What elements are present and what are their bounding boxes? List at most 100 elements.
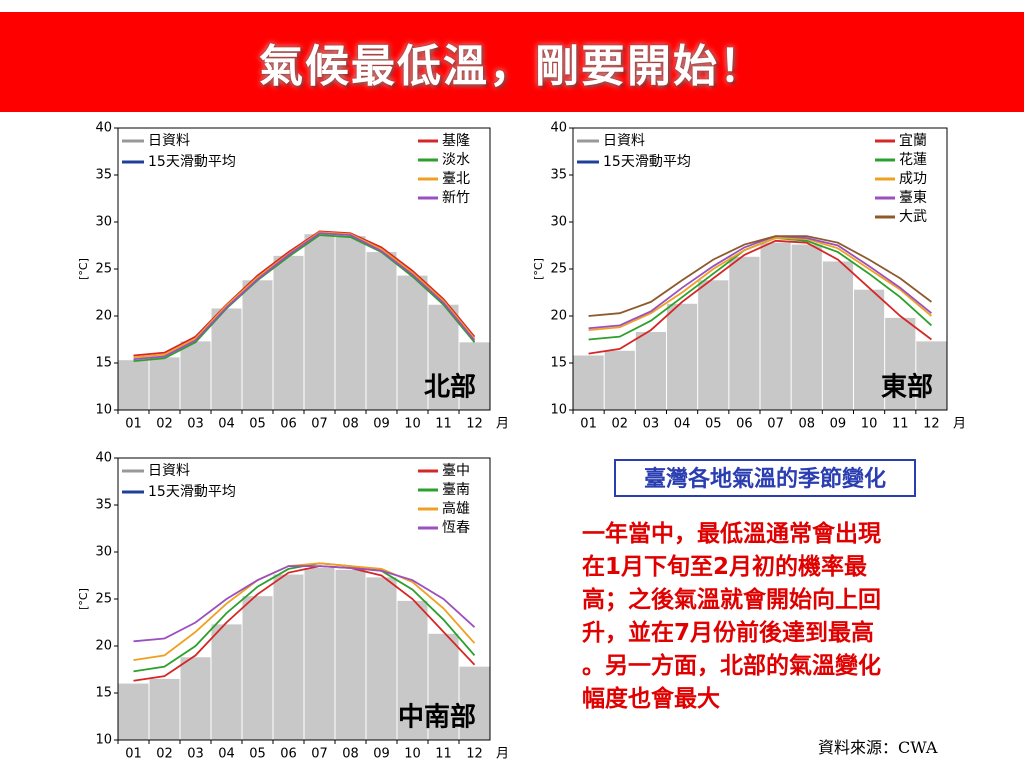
legend-label: 日資料 [148,463,190,479]
x-tick-label: 12 [923,417,940,432]
plot-area [118,128,490,410]
y-tick-label: 10 [550,403,567,418]
x-tick-label: 09 [373,417,390,432]
x-tick-label: 04 [674,417,691,432]
note-line: 升，並在7月份前後達到最高 [582,620,875,646]
daily-bar [149,357,180,410]
y-tick-label: 30 [95,545,112,560]
x-tick-label: 11 [435,747,452,762]
daily-bar [118,683,149,740]
daily-bar [459,342,490,410]
y-tick-label: 15 [95,686,112,701]
series-line [133,565,476,682]
x-tick-label: 11 [892,417,909,432]
x-tick-label: 02 [156,417,173,432]
note-line: 一年當中，最低溫通常會出現 [582,521,881,547]
y-axis-label: [°C] [77,258,90,280]
x-tick-label: 03 [187,417,204,432]
x-tick-label: 07 [767,417,784,432]
note-line: 幅度也會最大 [582,686,720,712]
daily-bar [760,242,791,410]
x-tick-label: 10 [861,417,878,432]
source: 資料來源：CWA [818,738,938,757]
x-tick-label: 02 [611,417,628,432]
x-unit: 月 [496,417,509,432]
y-tick-label: 30 [95,215,112,230]
x-tick-label: 09 [830,417,847,432]
daily-bar [273,574,304,740]
region-label: 北部 [424,373,476,403]
note-line: 。另一方面，北部的氣溫變化 [582,653,881,679]
daily-bar [791,244,822,410]
daily-bar [273,255,304,410]
x-tick-label: 03 [643,417,660,432]
daily-bar [211,308,242,410]
daily-bar [885,317,916,410]
x-tick-label: 08 [342,747,359,762]
x-tick-label: 06 [736,417,753,432]
y-tick-label: 25 [95,592,112,607]
note-line: 高；之後氣溫就會開始向上回 [582,587,881,613]
daily-bar [211,624,242,740]
x-tick-label: 07 [311,417,328,432]
region-label: 東部 [881,373,933,403]
x-tick-label: 09 [373,747,390,762]
x-tick-label: 08 [342,417,359,432]
daily-bar [428,304,459,410]
daily-bar [180,341,211,410]
y-tick-label: 30 [550,215,567,230]
x-tick-label: 05 [249,417,266,432]
y-axis-label: [°C] [77,588,90,610]
daily-bar [242,280,273,410]
plot-area [118,458,490,740]
x-tick-label: 10 [404,747,421,762]
series-line [588,235,932,317]
x-tick-label: 01 [580,417,597,432]
legend-label: 宜蘭 [899,133,927,149]
x-tick-label: 01 [125,417,142,432]
y-tick-label: 20 [95,639,112,654]
daily-bar [180,657,211,740]
legend-label: 恆春 [442,520,470,536]
y-tick-label: 25 [95,262,112,277]
legend-label: 15天滑動平均 [603,153,691,170]
daily-bar [304,567,335,740]
legend-label: 花蓮 [899,152,927,168]
daily-bar [397,600,428,740]
daily-bar [428,633,459,740]
legend-label: 15天滑動平均 [148,153,236,170]
x-tick-label: 10 [404,417,421,432]
daily-bar [304,234,335,410]
legend-label: 淡水 [442,152,470,168]
y-tick-label: 35 [550,168,567,183]
legend-label: 15天滑動平均 [148,483,236,500]
y-tick-label: 10 [95,403,112,418]
legend-label: 大武 [899,209,927,225]
series-line [133,234,476,363]
y-tick-label: 35 [95,168,112,183]
series-line [133,232,476,361]
daily-bar [366,577,397,740]
series-line [133,562,476,661]
x-tick-label: 01 [125,747,142,762]
x-tick-label: 04 [218,417,235,432]
slide-title: 氣候最低溫，剛要開始！ [259,41,765,92]
legend-label: 基隆 [442,132,470,149]
series-line [588,237,932,331]
x-tick-label: 05 [249,747,266,762]
y-tick-label: 35 [95,498,112,513]
daily-bar [366,252,397,410]
series-line [588,239,932,355]
daily-bar [635,331,666,410]
region-label: 中南部 [398,703,476,733]
x-unit: 月 [953,417,966,432]
daily-bar [118,360,149,410]
daily-bar [459,666,490,740]
note-box-title: 臺灣各地氣溫的季節變化 [614,459,916,497]
legend-label: 臺南 [442,482,470,498]
legend-label: 臺北 [442,171,470,187]
daily-bar [242,596,273,740]
note-text: 一年當中，最低溫通常會出現 在1月下旬至2月初的機率最 高；之後氣溫就會開始向上回升… [582,518,972,716]
